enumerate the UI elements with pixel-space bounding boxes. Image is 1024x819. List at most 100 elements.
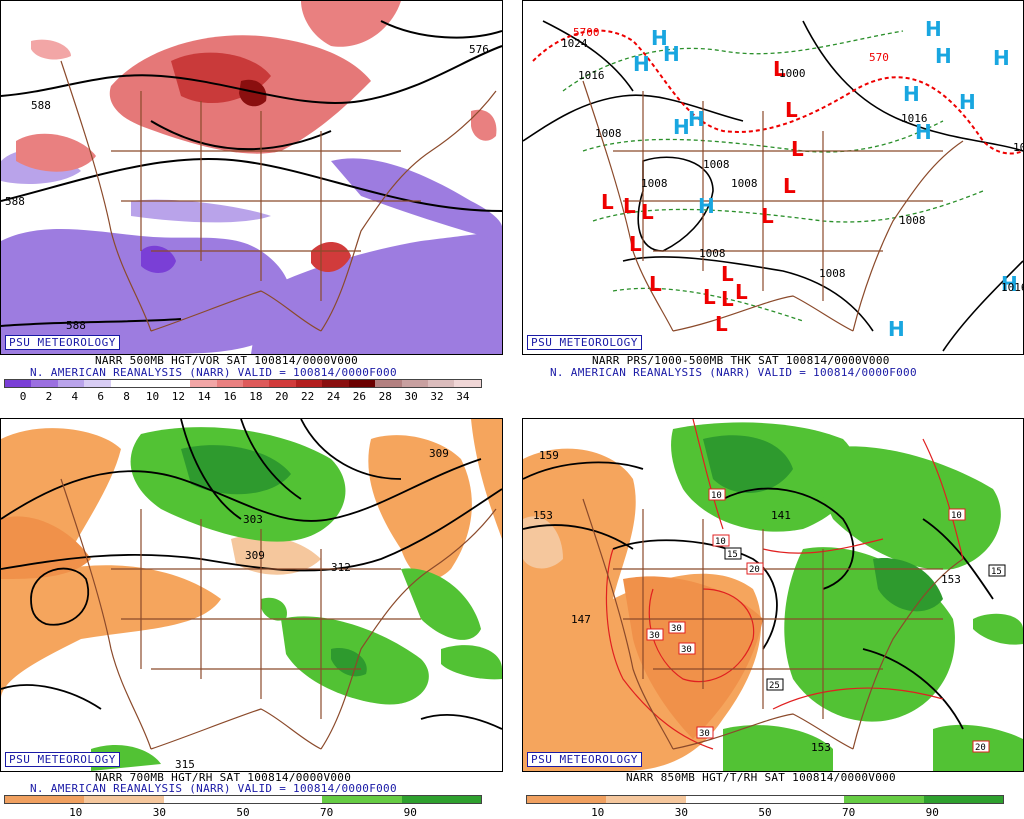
low-pressure-l-symbol: L — [783, 174, 796, 198]
height-contour — [240, 419, 302, 500]
scale-tick-label: 50 — [236, 806, 250, 819]
isotherm-label: 20 — [749, 565, 760, 575]
height-contour — [523, 461, 644, 480]
low-pressure-l-symbol: L — [785, 98, 798, 122]
isotherm-label: 30 — [671, 624, 682, 634]
scale-swatch — [57, 380, 85, 387]
scale-swatch — [348, 380, 376, 387]
moist-area — [181, 445, 291, 495]
scale-swatch — [454, 380, 481, 387]
isotherm-label: 30 — [681, 645, 692, 655]
color-scale-bar — [4, 379, 482, 388]
moist-area — [873, 558, 943, 612]
scale-swatch — [527, 796, 607, 803]
panel-caption: NARR 700MB HGT/RH SAT 100814/0000V000 — [95, 771, 352, 784]
height-contour — [150, 120, 332, 151]
contour-label: 1008 — [731, 177, 758, 190]
contour-label: 588 — [66, 319, 86, 332]
scale-swatch — [606, 796, 686, 803]
scale-swatch — [84, 796, 164, 803]
scale-tick-label: 50 — [758, 806, 772, 819]
height-contour — [722, 487, 855, 590]
low-pressure-l-symbol: L — [649, 272, 662, 296]
scale-swatch — [685, 796, 765, 803]
scale-swatch — [163, 796, 243, 803]
panel-700mb-rh: 309 303 309 312 315 PSU METEOROLOGY — [0, 418, 503, 772]
color-scale-bar — [526, 795, 1004, 804]
panel-caption: NARR 500MB HGT/VOR SAT 100814/0000V000 — [95, 354, 359, 367]
high-pressure-h-symbol: H — [698, 194, 715, 218]
high-pressure-h-symbol: H — [915, 120, 932, 144]
map-mslp: H H H H H H H H H H H H H H L L L L L L … — [523, 1, 1023, 354]
height-contour — [380, 20, 502, 39]
color-scale-ticks: 0 2 4 6 8 10 12 14 16 18 20 22 24 26 28 30 32 34 — [4, 390, 482, 403]
contour-label: 5700 — [573, 26, 600, 39]
moist-area — [973, 613, 1023, 645]
low-pressure-l-symbol: L — [601, 190, 614, 214]
height-contour — [612, 539, 778, 650]
scale-tick-label: 24 — [326, 390, 341, 403]
contour-label: 1016 — [578, 69, 605, 82]
isotherm — [772, 687, 944, 710]
coastline — [60, 478, 497, 750]
dry-area — [1, 516, 91, 579]
vort-positive-area — [471, 109, 497, 141]
scale-swatch — [5, 796, 85, 803]
high-pressure-h-symbol: H — [1001, 272, 1018, 296]
low-pressure-l-symbol: L — [791, 137, 804, 161]
high-pressure-h-symbol: H — [688, 107, 705, 131]
moist-area — [723, 725, 833, 771]
contour-label: 570 — [869, 51, 889, 64]
isotherm-label: 30 — [649, 631, 660, 641]
isobar — [523, 94, 744, 142]
scale-swatch — [401, 796, 481, 803]
contour-label: 309 — [245, 549, 265, 562]
scale-tick-label: 30 — [152, 806, 166, 819]
color-scale-ticks: 10 30 50 70 90 — [4, 806, 482, 819]
moist-area — [401, 568, 481, 640]
height-contour — [420, 713, 502, 730]
isotherm — [922, 438, 964, 560]
dry-area — [1, 428, 221, 699]
isotherm-label: 10 — [951, 511, 962, 521]
state-borders — [613, 91, 943, 301]
scale-tick-label: 26 — [352, 390, 367, 403]
thickness-contour — [612, 287, 804, 322]
psu-meteorology-badge: PSU METEOROLOGY — [527, 752, 642, 767]
panel-caption: NARR PRS/1000-500MB THK SAT 100814/0000V… — [592, 354, 890, 367]
panel-850mb-temp-rh: 159 153 147 141 153 153 10 10 15 20 30 3… — [522, 418, 1024, 772]
scale-tick-label: 70 — [320, 806, 334, 819]
scale-swatch — [269, 380, 296, 387]
isobar — [942, 260, 1023, 352]
scale-swatch — [84, 380, 111, 387]
contour-label: 153 — [811, 741, 831, 754]
moist-area — [703, 435, 793, 493]
state-borders — [111, 91, 421, 301]
contour-label: 1016 — [901, 112, 928, 125]
high-pressure-h-symbol: H — [633, 52, 650, 76]
scale-tick-label: 22 — [301, 390, 315, 403]
low-pressure-l-symbol: L — [703, 285, 716, 309]
scale-swatch — [428, 380, 455, 387]
scale-tick-label: 10 — [591, 806, 605, 819]
scale-tick-label: 12 — [171, 390, 185, 403]
isotherm — [605, 548, 714, 750]
psu-meteorology-badge: PSU METEOROLOGY — [5, 752, 120, 767]
scale-tick-label: 18 — [249, 390, 263, 403]
scale-tick-label: 0 — [19, 390, 27, 403]
isotherm-label: 10 — [715, 537, 726, 547]
contour-label: 576 — [469, 43, 489, 56]
height-contour — [300, 419, 402, 480]
moist-area — [261, 597, 287, 621]
height-contour — [1, 45, 502, 105]
high-pressure-h-symbol: H — [651, 26, 668, 50]
isotherm-label: 20 — [975, 743, 986, 753]
low-pressure-l-symbol: L — [721, 262, 734, 286]
psu-meteorology-badge: PSU METEOROLOGY — [527, 335, 642, 350]
scale-swatch — [242, 380, 270, 387]
scale-swatch — [295, 380, 323, 387]
scale-swatch — [242, 796, 323, 803]
contour-label: 1008 — [899, 214, 926, 227]
height-contour — [1, 458, 482, 522]
contour-label: 1008 — [595, 127, 622, 140]
